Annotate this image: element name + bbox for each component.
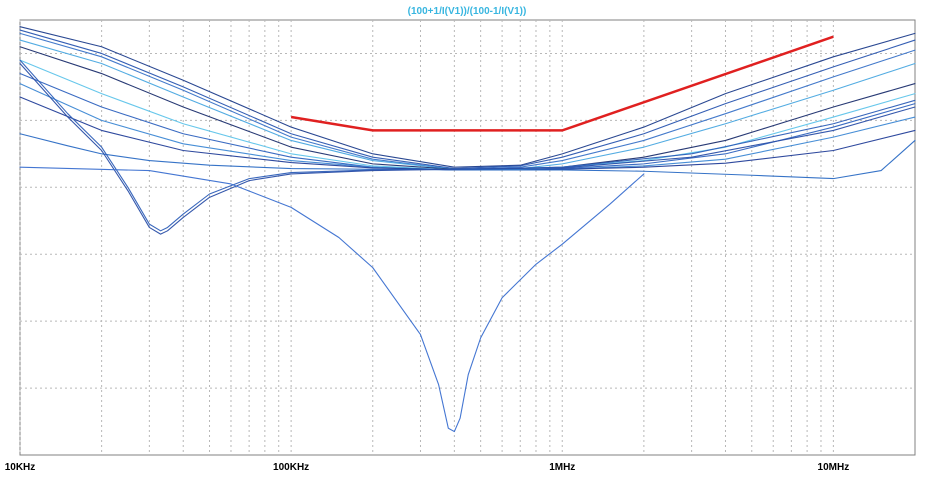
series-group xyxy=(19,26,916,433)
grid xyxy=(19,20,915,455)
series-line xyxy=(19,59,916,232)
x-tick-label: 1MHz xyxy=(549,462,575,473)
x-axis: 10KHz 100KHz 1MHz 10MHz xyxy=(5,462,850,473)
series-line xyxy=(19,29,916,170)
series-line xyxy=(19,26,916,168)
x-tick-label: 10MHz xyxy=(818,462,850,473)
annotation-group xyxy=(290,35,834,132)
series-line xyxy=(19,59,916,171)
series-line xyxy=(19,72,916,171)
series-line xyxy=(19,166,645,433)
series-line xyxy=(19,39,916,170)
spec-limit-line xyxy=(290,35,834,132)
series-line xyxy=(19,46,916,170)
x-tick-label: 100KHz xyxy=(273,462,309,473)
series-line xyxy=(19,62,916,235)
chart-title: (100+1/I(V1))/(100-1/I(V1)) xyxy=(408,6,527,17)
x-tick-label: 10KHz xyxy=(5,462,36,473)
plot-frame xyxy=(19,19,916,456)
series-line xyxy=(19,96,916,171)
